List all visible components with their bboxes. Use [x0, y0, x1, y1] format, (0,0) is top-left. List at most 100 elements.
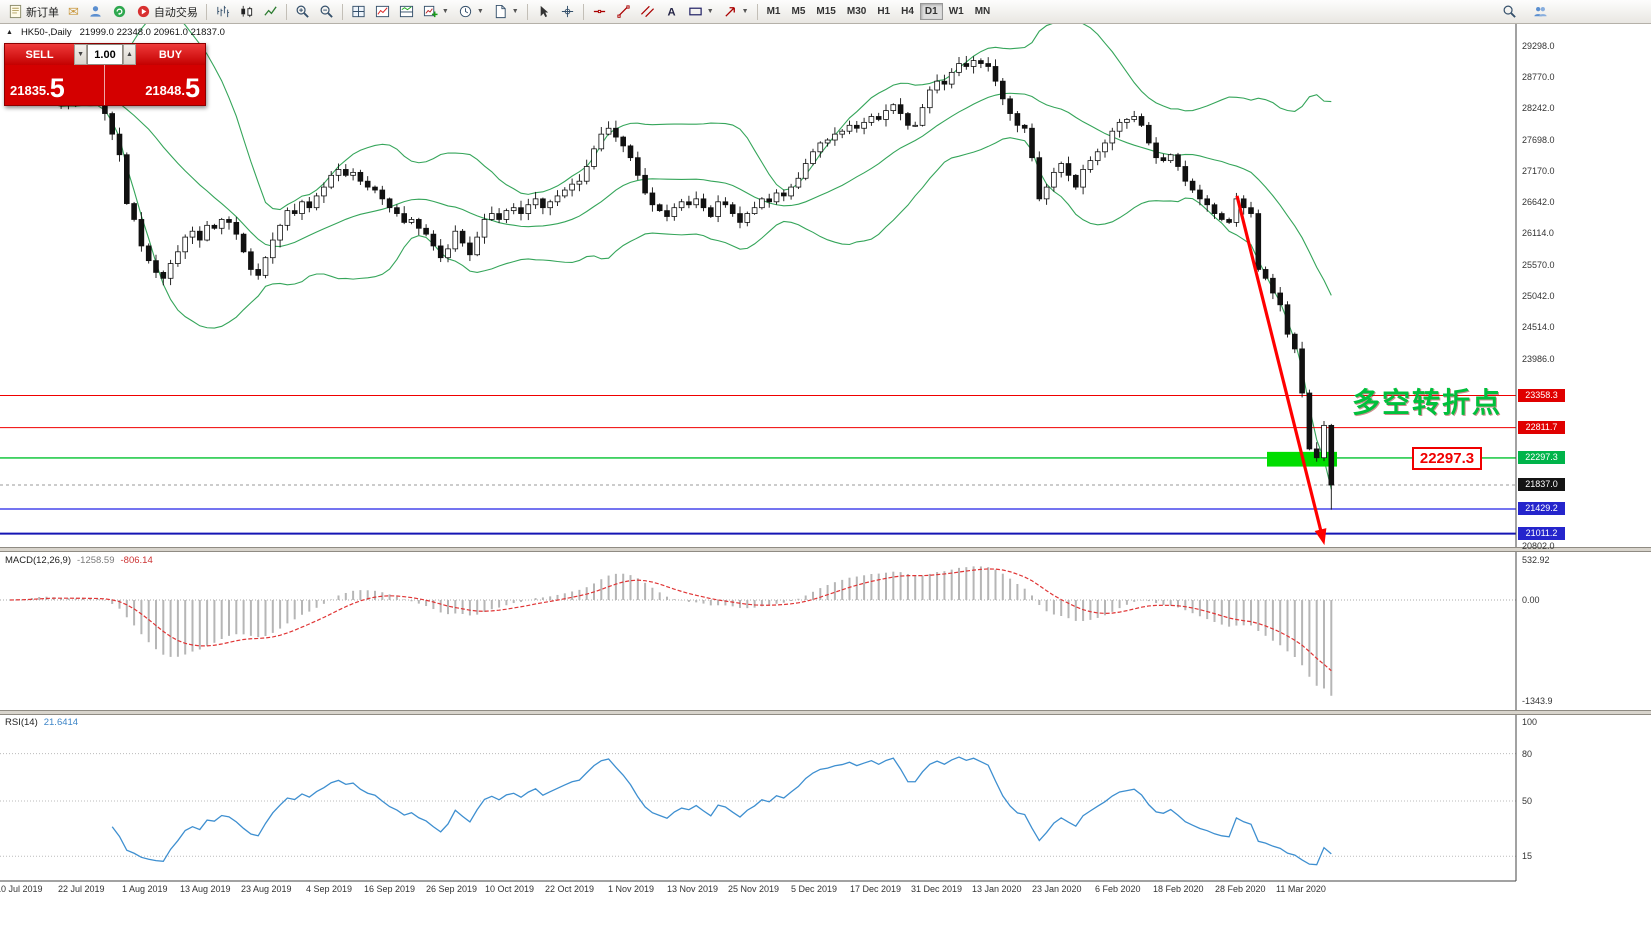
template-icon	[495, 4, 506, 19]
buy-price-big-digit: 5	[184, 73, 200, 103]
line-chart-button[interactable]	[259, 2, 282, 22]
horizontal-line-icon	[593, 9, 605, 14]
main-toolbar: 新订单 ✉ 自动交易 ▼ ▼ ▼	[0, 0, 1651, 24]
accounts-button[interactable]	[84, 2, 107, 22]
text-tool-button[interactable]: A	[660, 2, 683, 22]
timeframe-m15[interactable]: M15	[816, 6, 836, 17]
autotrade-icon	[137, 5, 150, 18]
panel-splitter-rsi[interactable]	[0, 710, 1651, 715]
shapes-tool-button[interactable]: ▼	[684, 2, 718, 22]
new-order-icon	[9, 4, 22, 19]
chevron-down-icon: ▼	[741, 8, 749, 15]
new-order-button[interactable]: 新订单	[4, 2, 63, 22]
cursor-icon	[540, 5, 548, 18]
rectangle-tool-icon	[688, 7, 702, 16]
people-icon	[1534, 7, 1547, 17]
buy-button[interactable]: BUY	[135, 44, 205, 65]
crosshair-icon	[561, 5, 573, 18]
volume-decrease-button[interactable]: ▼	[74, 44, 87, 65]
sell-button[interactable]: SELL	[5, 44, 75, 65]
period-button[interactable]: ▼	[454, 2, 488, 22]
arrows-tool-button[interactable]: ▼	[719, 2, 753, 22]
equidistant-channel-icon	[640, 5, 654, 18]
panel-toggle-icon[interactable]: ▲	[6, 29, 13, 36]
macd-value: -1258.59	[77, 555, 115, 566]
horizontal-line-button[interactable]	[588, 2, 611, 22]
sell-price-main: 21835.	[10, 83, 50, 98]
template-button[interactable]: ▼	[489, 2, 523, 22]
mail-icon: ✉	[68, 4, 79, 19]
indicators-button[interactable]	[371, 2, 394, 22]
toolbar-right-group	[1498, 2, 1552, 22]
sell-price[interactable]: 21835. 5	[5, 65, 105, 105]
one-click-trading-panel: SELL ▼ ▲ BUY 21835. 5 21848. 5	[4, 43, 206, 106]
chevron-down-icon: ▼	[441, 8, 449, 15]
timeframe-w1[interactable]: W1	[948, 6, 964, 17]
tile-windows-icon	[352, 5, 365, 18]
volume-input[interactable]	[87, 44, 123, 65]
bar-chart-button[interactable]	[211, 2, 234, 22]
period-clock-icon	[459, 5, 471, 18]
macd-name: MACD(12,26,9)	[5, 555, 71, 566]
timeframe-h1[interactable]: H1	[877, 6, 891, 17]
text-tool-icon: A	[667, 7, 675, 19]
candle-chart-button[interactable]	[235, 2, 258, 22]
new-chart-icon	[423, 5, 438, 18]
account-icon	[90, 6, 101, 17]
toolbar-separator	[285, 3, 287, 20]
arrows-tool-icon	[725, 7, 735, 17]
bar-chart-icon	[217, 5, 229, 18]
mail-button[interactable]: ✉	[64, 2, 83, 22]
channel-button[interactable]	[636, 2, 659, 22]
search-button[interactable]	[1498, 2, 1521, 22]
new-chart-button[interactable]: ▼	[419, 2, 453, 22]
candle-chart-icon	[241, 5, 253, 18]
chevron-down-icon: ▼	[706, 8, 714, 15]
chart-ohlc-values: 21999.0 22348.0 20961.0 21837.0	[79, 27, 225, 38]
toolbar-separator	[756, 3, 758, 20]
trendline-button[interactable]	[612, 2, 635, 22]
toolbar-separator	[205, 3, 207, 20]
autotrade-label: 自动交易	[153, 6, 198, 19]
macd-signal-value: -806.14	[120, 555, 153, 566]
zoom-in-icon	[296, 5, 309, 18]
zoom-out-button[interactable]	[315, 2, 338, 22]
turning-point-annotation: 多空转折点	[1352, 387, 1503, 418]
chevron-down-icon: ▼	[511, 8, 519, 15]
new-order-label: 新订单	[26, 6, 59, 19]
rsi-value: 21.6414	[43, 717, 79, 728]
zoom-in-button[interactable]	[291, 2, 314, 22]
panel-splitter-macd[interactable]	[0, 547, 1651, 552]
tile-windows-button[interactable]	[347, 2, 370, 22]
autotrade-button[interactable]: 自动交易	[132, 2, 202, 22]
crosshair-button[interactable]	[556, 2, 579, 22]
buy-price[interactable]: 21848. 5	[105, 65, 205, 105]
chart-title: ▲ HK50-,Daily 21999.0 22348.0 20961.0 21…	[6, 27, 225, 38]
chevron-down-icon: ▼	[476, 8, 484, 15]
timeframe-mn[interactable]: MN	[974, 6, 991, 17]
toolbar-separator	[526, 3, 528, 20]
toolbar-separator	[341, 3, 343, 20]
community-chat-button[interactable]	[1529, 2, 1552, 22]
rsi-label: RSI(14) 21.6414	[5, 717, 78, 728]
timeframe-m1[interactable]: M1	[766, 6, 781, 17]
community-button[interactable]	[108, 2, 131, 22]
price-callout-box: 22297.3	[1412, 447, 1482, 470]
cursor-button[interactable]	[532, 2, 555, 22]
timeframe-m30[interactable]: M30	[846, 6, 867, 17]
timeframe-d1[interactable]: D1	[919, 3, 943, 20]
indicator-window-button[interactable]	[395, 2, 418, 22]
timeframe-m5[interactable]: M5	[791, 6, 806, 17]
indicators-icon	[375, 5, 389, 18]
indicator-window-icon	[399, 5, 413, 18]
chart-symbol-period: HK50-,Daily	[20, 27, 72, 38]
community-icon	[113, 5, 126, 18]
svg-text:A: A	[667, 7, 675, 19]
line-chart-icon	[264, 6, 277, 16]
volume-increase-button[interactable]: ▲	[123, 44, 136, 65]
rsi-name: RSI(14)	[5, 717, 38, 728]
trendline-icon	[617, 5, 630, 18]
timeframe-h4[interactable]: H4	[901, 6, 914, 17]
